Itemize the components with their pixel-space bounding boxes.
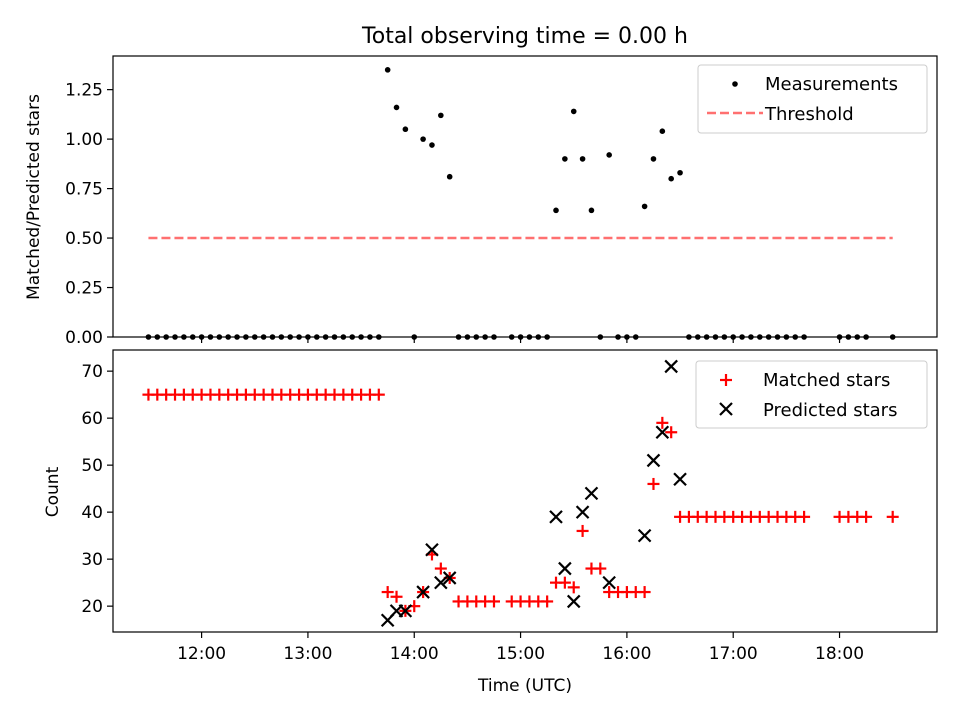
bottom-panel: 20 30 40 50 60 70 12:00 13:00 14:00 15:00 16:00 17… bbox=[43, 349, 938, 696]
measurement-point bbox=[562, 156, 568, 162]
matched-star-point bbox=[541, 595, 554, 608]
predicted-star-point bbox=[398, 604, 413, 618]
top-y-tick-label: 0.00 bbox=[65, 328, 103, 348]
bottom-x-tick-label: 14:00 bbox=[390, 644, 439, 664]
bottom-y-tick-label: 70 bbox=[81, 362, 103, 382]
legend-marker-predicted-stars bbox=[719, 402, 733, 416]
predicted-star-point bbox=[602, 575, 616, 590]
measurement-point bbox=[588, 207, 595, 214]
matched-star-point bbox=[487, 595, 500, 608]
predicted-star-point bbox=[425, 542, 439, 557]
bottom-legend: Matched stars Predicted stars bbox=[695, 360, 928, 429]
bottom-x-tick-label: 17:00 bbox=[709, 644, 758, 664]
bottom-y-axis-label: Count bbox=[43, 466, 63, 517]
predicted-star-point bbox=[655, 425, 670, 440]
measurement-point bbox=[641, 203, 648, 210]
predicted-star-point bbox=[416, 585, 430, 599]
measurement-point bbox=[393, 104, 400, 111]
matched-star-point bbox=[567, 581, 580, 594]
measurement-point bbox=[384, 67, 391, 73]
matched-star-point bbox=[434, 562, 447, 575]
top-y-tick-label: 0.50 bbox=[65, 229, 103, 249]
x-axis-label: Time (UTC) bbox=[477, 676, 572, 696]
top-panel: 0.00 0.25 0.50 0.75 1.00 1.25 Matched/Predict… bbox=[24, 55, 938, 348]
measurement-point bbox=[659, 128, 666, 134]
bottom-x-tick-label: 16:00 bbox=[602, 644, 651, 664]
matched-star-point bbox=[665, 426, 678, 439]
legend-label-threshold: Threshold bbox=[764, 104, 854, 125]
matched-star-point bbox=[558, 576, 571, 589]
measurement-point bbox=[570, 108, 577, 115]
predicted-star-point bbox=[566, 594, 581, 609]
chart-title: Total observing time = 0.00 h bbox=[361, 24, 688, 49]
predicted-star-point bbox=[549, 510, 563, 524]
matched-star-point bbox=[886, 510, 899, 523]
bottom-y-tick-label: 40 bbox=[81, 503, 103, 523]
measurement-point bbox=[420, 136, 426, 142]
matched-star-point bbox=[576, 524, 589, 537]
measurement-point bbox=[650, 156, 657, 162]
measurement-point bbox=[429, 142, 435, 148]
bottom-x-axis: 12:00 13:00 14:00 15:00 16:00 17:00 18:00 bbox=[177, 632, 864, 664]
legend-marker-matched-stars bbox=[720, 374, 732, 386]
predicted-star-point bbox=[442, 571, 457, 585]
bottom-x-tick-label: 13:00 bbox=[283, 644, 332, 664]
legend-label-predicted-stars: Predicted stars bbox=[763, 400, 897, 421]
legend-label-matched-stars: Matched stars bbox=[763, 370, 890, 391]
top-y-axis: 0.00 0.25 0.50 0.75 1.00 1.25 bbox=[65, 81, 113, 348]
top-legend: Measurements Threshold bbox=[697, 64, 928, 134]
top-legend-frame bbox=[697, 64, 928, 134]
bottom-plot-area bbox=[142, 359, 899, 628]
measurement-point bbox=[668, 175, 674, 182]
predicted-star-point bbox=[575, 505, 590, 519]
measurement-point bbox=[606, 152, 612, 158]
top-y-tick-label: 1.25 bbox=[65, 81, 103, 101]
top-y-tick-label: 0.75 bbox=[65, 180, 103, 200]
matched-star-point bbox=[381, 586, 394, 599]
bottom-y-tick-label: 60 bbox=[81, 409, 103, 429]
top-axes-frame bbox=[112, 55, 938, 338]
measurement-point bbox=[677, 169, 683, 176]
predicted-star-point bbox=[637, 528, 652, 543]
matched-star-point bbox=[656, 416, 669, 429]
predicted-star-point bbox=[664, 359, 678, 374]
bottom-x-tick-label: 12:00 bbox=[177, 644, 226, 664]
measurement-point bbox=[438, 112, 444, 119]
predicted-star-point bbox=[558, 561, 572, 576]
measurement-point bbox=[553, 207, 559, 214]
matched-star-point bbox=[594, 562, 607, 575]
matched-star-point bbox=[390, 590, 403, 603]
bottom-y-axis: 20 30 40 50 60 70 bbox=[81, 362, 113, 617]
matched-star-point bbox=[860, 510, 873, 523]
top-x-ticks bbox=[201, 337, 841, 343]
bottom-y-tick-label: 20 bbox=[81, 597, 103, 617]
predicted-star-point bbox=[434, 575, 448, 590]
matched-star-point bbox=[372, 388, 385, 401]
matched-star-point bbox=[638, 586, 651, 599]
top-y-tick-label: 1.00 bbox=[65, 130, 103, 150]
predicted-star-point bbox=[646, 453, 661, 468]
predicted-star-point bbox=[584, 486, 599, 501]
matched-star-point bbox=[798, 510, 811, 523]
bottom-axes-frame bbox=[112, 349, 938, 633]
legend-label-measurements: Measurements bbox=[765, 74, 898, 95]
measurement-point bbox=[446, 173, 453, 180]
bottom-legend-frame bbox=[695, 360, 928, 429]
measurement-point bbox=[402, 126, 409, 133]
top-y-tick-label: 0.25 bbox=[65, 279, 103, 299]
bottom-x-tick-label: 15:00 bbox=[496, 644, 545, 664]
bottom-y-tick-label: 50 bbox=[81, 456, 103, 476]
top-y-axis-label: Matched/Predicted stars bbox=[24, 94, 44, 300]
bottom-y-tick-label: 30 bbox=[81, 550, 103, 570]
matched-star-point bbox=[647, 477, 660, 490]
legend-marker-measurements bbox=[732, 81, 738, 87]
predicted-star-point bbox=[673, 472, 687, 487]
bottom-x-tick-label: 18:00 bbox=[815, 644, 864, 664]
measurement-point bbox=[579, 156, 586, 162]
